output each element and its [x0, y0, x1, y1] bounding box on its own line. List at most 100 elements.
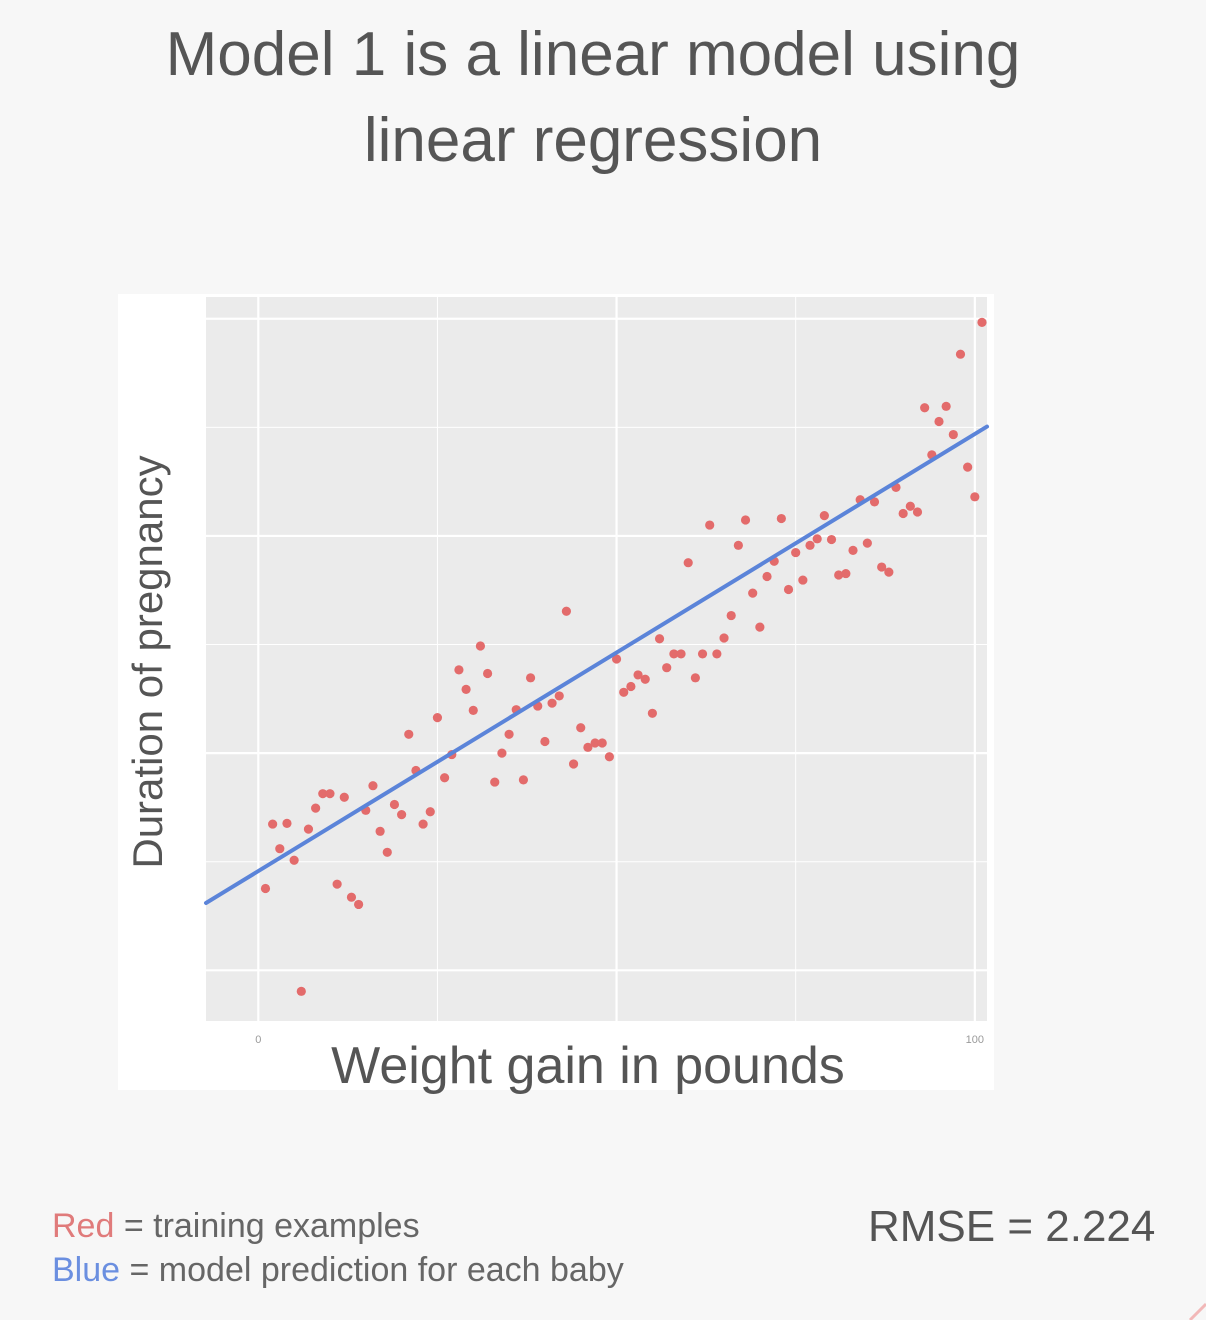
data-point — [905, 501, 915, 511]
data-point — [504, 729, 514, 739]
data-point — [468, 705, 478, 716]
data-point — [439, 773, 450, 783]
data-point — [346, 892, 357, 902]
data-point — [461, 684, 471, 695]
data-point — [884, 567, 894, 577]
data-point — [662, 663, 672, 673]
data-point — [525, 673, 536, 683]
data-point — [669, 649, 679, 659]
x-tick-labels: 0 100 — [255, 1034, 984, 1046]
data-point — [647, 708, 657, 718]
data-point — [805, 540, 815, 550]
legend-red-text: = training examples — [114, 1207, 420, 1245]
data-point — [941, 401, 951, 411]
data-point — [597, 738, 607, 748]
data-point — [791, 547, 801, 558]
chart-card: 0 100 — [118, 294, 994, 1090]
data-point — [719, 633, 729, 643]
data-point — [676, 649, 686, 659]
data-point — [518, 775, 529, 785]
gridlines — [206, 297, 987, 1021]
data-point — [834, 570, 844, 580]
data-point — [268, 819, 278, 829]
data-point — [540, 736, 550, 747]
data-point — [955, 349, 966, 359]
data-point — [640, 674, 650, 684]
data-point — [683, 558, 693, 568]
data-point — [740, 515, 751, 525]
data-point — [654, 634, 665, 644]
data-point — [318, 789, 328, 799]
data-point — [762, 571, 772, 582]
data-point — [755, 622, 765, 632]
title-line-2: linear regression — [363, 106, 823, 175]
data-point — [726, 610, 736, 621]
legend: Red = training examples Blue = model pre… — [52, 1204, 624, 1292]
data-point — [404, 729, 414, 739]
plot-panel — [206, 297, 987, 1021]
data-point — [325, 789, 335, 799]
legend-blue-word: Blue — [52, 1251, 121, 1289]
data-point — [934, 416, 944, 427]
data-point — [275, 844, 285, 854]
data-point — [848, 545, 858, 555]
data-point — [690, 673, 700, 683]
data-point — [812, 534, 822, 544]
data-point — [626, 681, 636, 692]
data-point — [869, 497, 880, 507]
data-point — [898, 508, 908, 519]
legend-red-word: Red — [52, 1207, 115, 1245]
data-point — [798, 575, 808, 585]
data-point — [783, 584, 794, 595]
data-point — [425, 807, 435, 817]
data-point — [497, 748, 507, 758]
data-point — [260, 883, 271, 894]
data-point — [382, 847, 392, 857]
data-point — [368, 781, 378, 791]
data-point — [619, 687, 629, 697]
data-point — [633, 670, 643, 680]
legend-row-red: Red = training examples — [52, 1204, 624, 1248]
data-point — [776, 513, 786, 524]
data-point — [583, 742, 593, 752]
data-point — [841, 568, 851, 579]
rmse-value: RMSE = 2.224 — [868, 1202, 1156, 1251]
y-axis-label: Duration of pregnancy — [124, 455, 171, 869]
x-tick-label: 0 — [255, 1034, 261, 1046]
scatter-plot: 0 100 — [204, 297, 989, 1046]
data-point — [576, 723, 586, 733]
title-line-1: Model 1 is a linear model using — [165, 20, 1021, 89]
data-point — [454, 665, 464, 675]
data-point — [475, 641, 486, 651]
data-point — [561, 606, 572, 616]
data-point — [977, 317, 987, 327]
data-point — [970, 492, 980, 502]
data-point — [547, 698, 557, 708]
slide-title: Model 1 is a linear model using linear r… — [40, 12, 1146, 184]
data-point — [432, 713, 443, 723]
data-point — [877, 562, 887, 572]
data-point — [554, 691, 564, 701]
data-point — [948, 429, 958, 440]
data-point — [819, 511, 829, 521]
data-point — [418, 819, 428, 829]
data-point — [289, 855, 299, 865]
corner-decoration — [1188, 1302, 1206, 1320]
data-point — [311, 803, 321, 813]
data-point — [826, 534, 837, 545]
data-point — [339, 792, 349, 802]
data-point — [611, 654, 622, 664]
data-point — [282, 818, 292, 828]
data-point — [697, 649, 708, 659]
data-point — [490, 777, 500, 787]
legend-blue-text: = model prediction for each baby — [120, 1251, 624, 1289]
data-point — [332, 879, 342, 889]
data-point — [397, 810, 407, 820]
data-point — [590, 738, 600, 748]
data-point — [482, 668, 493, 679]
legend-row-blue: Blue = model prediction for each baby — [52, 1248, 624, 1292]
data-point — [354, 899, 364, 910]
training-points — [260, 317, 987, 996]
data-point — [568, 759, 579, 769]
x-tick-label: 100 — [966, 1034, 984, 1046]
